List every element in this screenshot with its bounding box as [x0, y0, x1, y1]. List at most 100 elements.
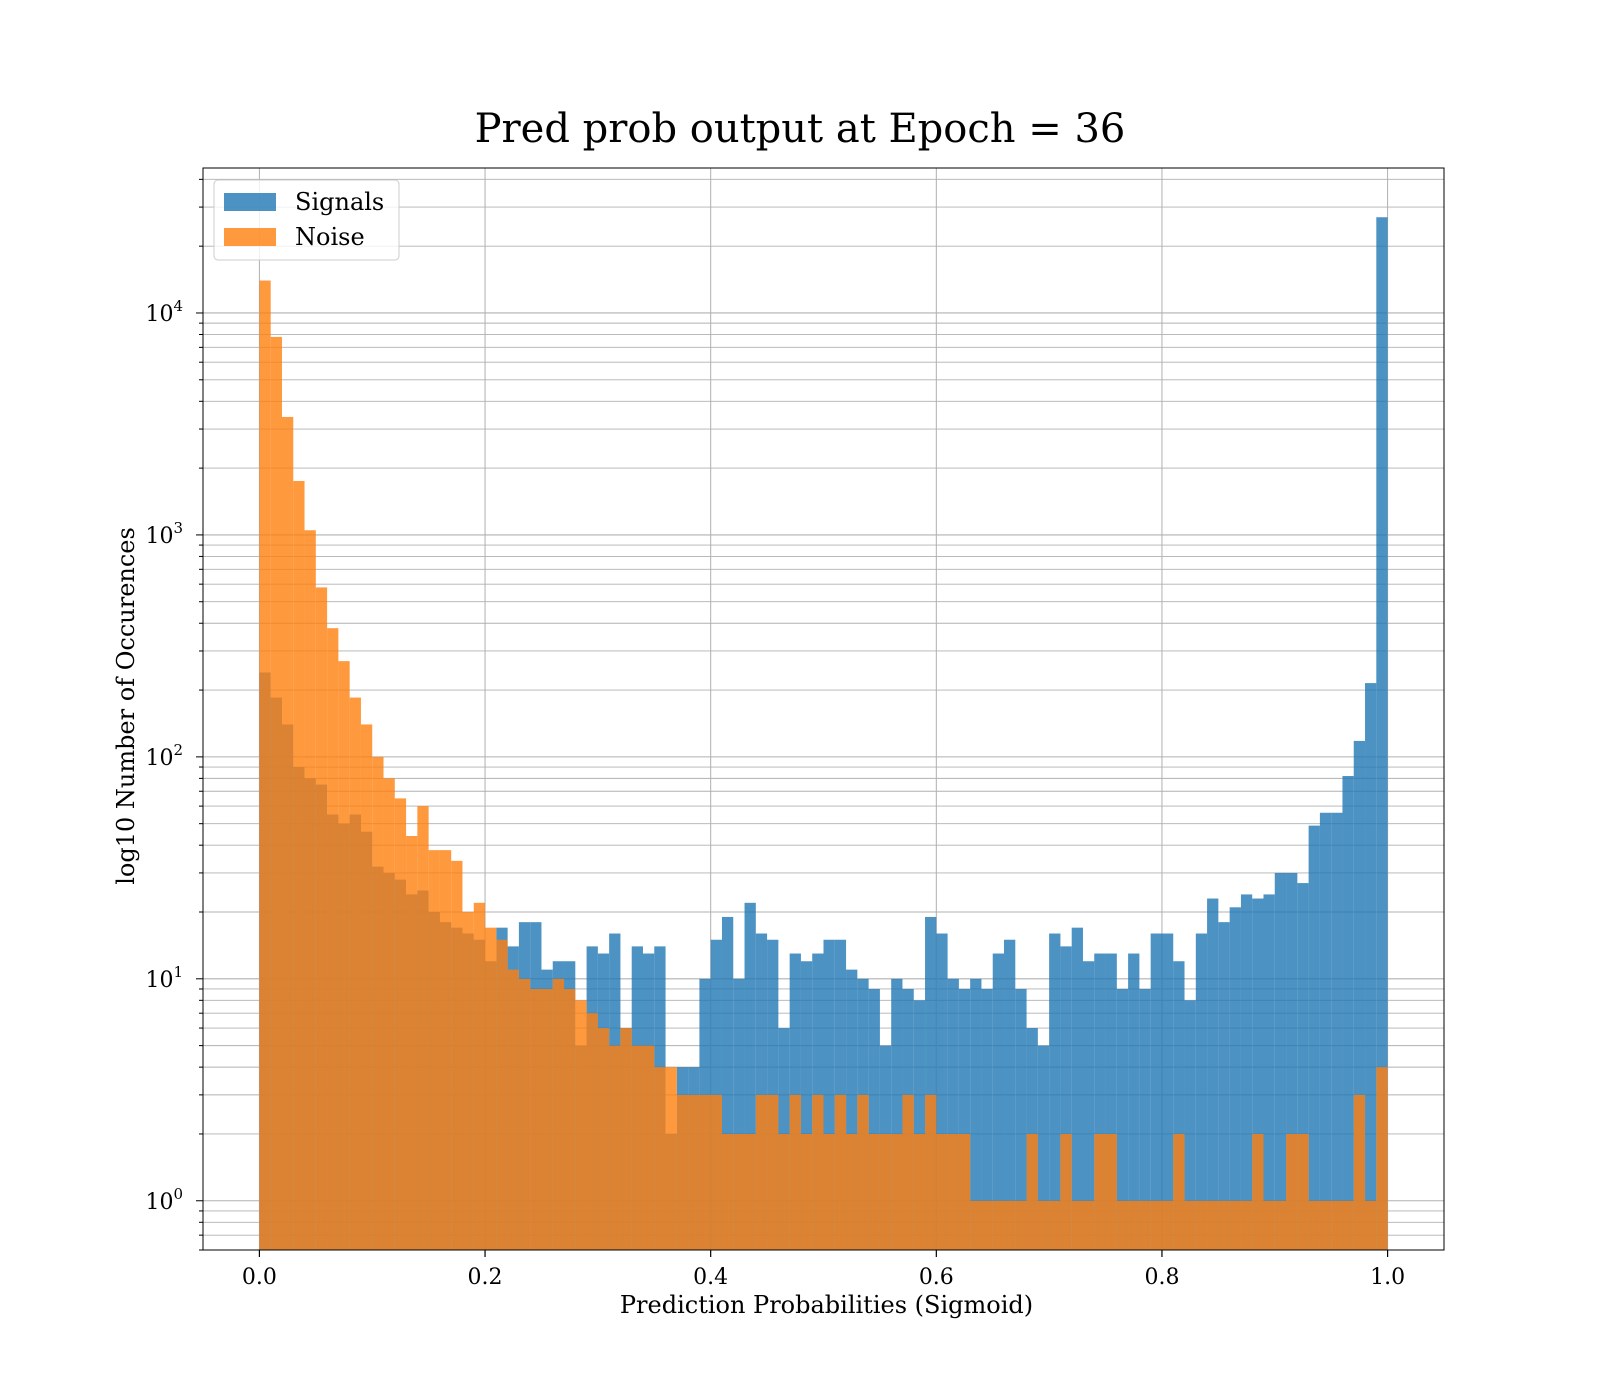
signals-bar [1274, 872, 1287, 1250]
noise-bar [315, 587, 328, 1250]
signals-bar [925, 916, 937, 1250]
noise-bar [699, 1094, 711, 1250]
noise-bar [1105, 1133, 1117, 1250]
y-tick-label: 103 [145, 519, 183, 549]
noise-bar [406, 836, 418, 1250]
signals-bar [1161, 933, 1174, 1250]
noise-bar [925, 1094, 937, 1250]
noise-bar [360, 724, 373, 1250]
chart-title: Pred prob output at Epoch = 36 [475, 106, 1126, 152]
signals-bar [1286, 872, 1298, 1250]
signals-bar [947, 978, 959, 1250]
y-tick-label: 102 [145, 741, 183, 771]
noise-bar [789, 1094, 801, 1250]
noise-bar [293, 480, 305, 1250]
signals-bar [1015, 988, 1027, 1250]
noise-bar [665, 1067, 677, 1250]
noise-bar [1218, 1200, 1230, 1250]
noise-bar [327, 628, 339, 1250]
signals-bar [823, 939, 835, 1250]
noise-bar [767, 1094, 779, 1250]
axis-ticks: 0.0 0.2 0.4 0.6 0.8 1.0 100 101 102 103 104 [145, 178, 1405, 1290]
bars [259, 217, 1388, 1251]
y-tick-label: 104 [145, 297, 183, 327]
noise-bar [462, 912, 474, 1250]
signals-bar [1376, 217, 1388, 1251]
noise-bar [812, 1094, 824, 1250]
noise-bar [1286, 1133, 1298, 1250]
plot-frame [202, 167, 1445, 1251]
signals-bar [958, 988, 971, 1250]
noise-bar [541, 988, 553, 1250]
noise-bar [1376, 1067, 1388, 1250]
noise-bar [1116, 1200, 1129, 1250]
x-tick-label: 1.0 [1370, 1265, 1405, 1290]
noise-bar [913, 1133, 926, 1250]
signals-bar [1353, 740, 1366, 1250]
noise-bar [609, 1045, 621, 1250]
noise-bar [857, 1094, 869, 1250]
noise-bar [1150, 1200, 1162, 1250]
signals-bar [755, 933, 768, 1250]
noise-bar [564, 988, 576, 1250]
noise-bar [834, 1094, 847, 1250]
y-tick-label: 101 [145, 963, 183, 993]
signals-bar [733, 978, 745, 1250]
signals-bar [981, 988, 993, 1250]
noise-bar [1297, 1133, 1309, 1250]
noise-bar [530, 988, 542, 1250]
signals-bar [868, 988, 880, 1250]
noise-bar [992, 1200, 1005, 1250]
signals-bar [1071, 927, 1083, 1250]
noise-bar [1342, 1200, 1354, 1250]
noise-bar [451, 860, 463, 1250]
noise-bar [518, 978, 531, 1250]
noise-bar [473, 902, 486, 1250]
noise-bar [620, 1028, 632, 1250]
noise-bar [597, 1028, 610, 1250]
y-axis-label: log10 Number of Occurences [112, 527, 140, 885]
signals-bar [1308, 825, 1320, 1250]
noise-bar [733, 1133, 745, 1250]
signals-bar [1139, 988, 1151, 1250]
signals-bar [1207, 898, 1219, 1250]
x-axis-label: Prediction Probabilities (Sigmoid) [620, 1291, 1033, 1319]
noise-bar [338, 661, 350, 1250]
noise-bar [958, 1133, 971, 1250]
signals-bar [970, 978, 982, 1250]
noise-bar [631, 1045, 643, 1250]
legend-swatch-signals [224, 193, 276, 211]
noise-bar [1240, 1200, 1253, 1250]
noise-bar [800, 1133, 813, 1250]
noise-bar [1161, 1200, 1174, 1250]
legend-swatch-noise [224, 228, 276, 246]
signals-bar [1252, 898, 1264, 1250]
signals-bar [744, 902, 756, 1250]
signals-bar [1229, 907, 1241, 1250]
noise-bar [1353, 1094, 1366, 1250]
noise-bar [349, 697, 361, 1250]
signals-bar [1319, 812, 1332, 1250]
noise-bar [496, 939, 508, 1250]
x-tick-label: 0.0 [242, 1265, 277, 1290]
series-noise [259, 280, 1388, 1251]
noise-bar [902, 1094, 914, 1250]
noise-bar [383, 778, 395, 1250]
y-tick-label: 100 [145, 1185, 183, 1215]
noise-bar [823, 1133, 835, 1250]
noise-bar [1263, 1200, 1275, 1250]
signals-bar [721, 916, 734, 1250]
noise-bar [947, 1133, 959, 1250]
noise-bar [270, 336, 282, 1251]
signals-bar [1195, 933, 1208, 1250]
noise-bar [439, 850, 452, 1250]
noise-bar [755, 1094, 768, 1250]
noise-bar [1128, 1200, 1140, 1250]
signals-bar [1365, 683, 1377, 1250]
noise-bar [394, 798, 407, 1250]
legend-label-signals: Signals [295, 188, 384, 216]
noise-bar [507, 969, 519, 1250]
noise-bar [1184, 1200, 1196, 1250]
noise-bar [1331, 1200, 1343, 1250]
noise-bar [879, 1133, 892, 1250]
